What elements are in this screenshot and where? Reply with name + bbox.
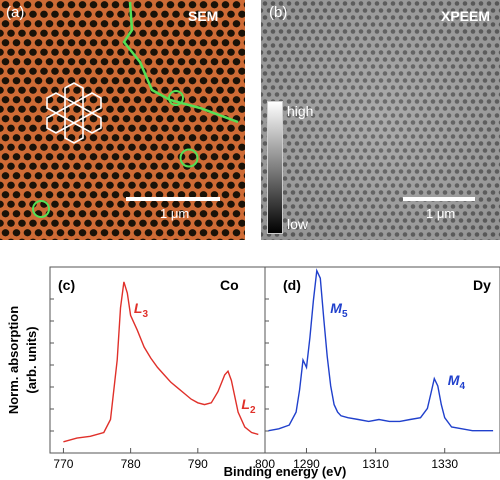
sem-image-panel: (a) SEM 1 μm — [0, 0, 245, 240]
scale-bar — [126, 197, 220, 201]
xpeem-micrograph — [261, 0, 500, 240]
x-tick-label: 780 — [121, 457, 141, 471]
panel-label-c: (c) — [58, 277, 75, 293]
element-label-dy: Dy — [473, 277, 491, 293]
dy-spectrum-line — [268, 268, 494, 432]
scale-bar — [403, 197, 475, 201]
peak-label: L3 — [134, 300, 149, 320]
grain-boundary-line — [122, 1, 239, 124]
panel-label-a: (a) — [6, 4, 25, 21]
plot-frame-d — [264, 266, 500, 454]
defect-circle — [179, 148, 199, 168]
panel-label-d: (d) — [283, 277, 301, 293]
peak-label: M4 — [448, 372, 466, 392]
intensity-colorbar — [267, 101, 283, 234]
x-tick-label: 790 — [188, 457, 208, 471]
defect-circle — [32, 200, 50, 218]
hexagonal-lattice-outline — [46, 82, 102, 144]
technique-label-xpeem: XPEEM — [441, 8, 491, 24]
x-tick-label: 770 — [53, 457, 73, 471]
y-axis-label-units: (arb. units) — [24, 326, 39, 393]
colorbar-high-label: high — [287, 103, 314, 119]
defect-circle — [168, 90, 184, 106]
technique-label-sem: SEM — [188, 8, 219, 24]
peak-label: L2 — [241, 396, 256, 416]
colorbar-low-label: low — [287, 216, 309, 232]
x-tick-label: 1290 — [293, 457, 320, 471]
sem-micrograph — [0, 0, 245, 240]
peak-label: M5 — [330, 300, 348, 320]
x-tick-label: 1330 — [431, 457, 458, 471]
spectra-figure: Norm. absorption (arb. units) Binding en… — [6, 266, 500, 479]
element-label-co: Co — [220, 277, 239, 293]
panel-label-b: (b) — [269, 4, 288, 21]
x-tick-label: 800 — [255, 457, 275, 471]
plot-frame-c — [49, 266, 266, 454]
xpeem-image-panel: (b) XPEEM 1 μm — [261, 0, 500, 240]
y-axis-label: Norm. absorption — [6, 306, 21, 414]
x-tick-label: 1310 — [362, 457, 389, 471]
scale-bar-label: 1 μm — [160, 206, 190, 221]
x-axis-label: Binding energy (eV) — [224, 464, 347, 479]
co-spectrum-line — [63, 281, 259, 443]
scale-bar-label: 1 μm — [426, 206, 456, 221]
